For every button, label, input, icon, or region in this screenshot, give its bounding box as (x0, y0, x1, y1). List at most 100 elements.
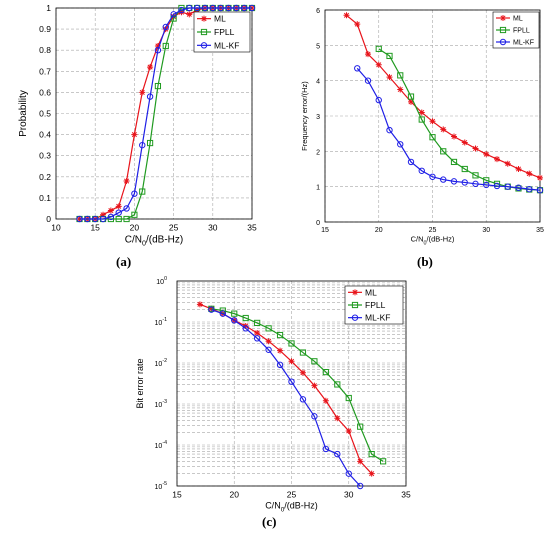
data-point-ml (107, 207, 114, 214)
x-tick-label: 15 (172, 490, 182, 500)
data-point-fpll (375, 45, 382, 52)
data-point-ml (440, 126, 447, 133)
data-point-ml-kf (322, 445, 330, 453)
data-point-ml-kf (131, 190, 138, 197)
data-point-ml-kf (345, 470, 352, 477)
data-point-fpll (288, 340, 295, 347)
series-line-ml-kf (356, 67, 541, 191)
data-point-ml (343, 12, 350, 19)
data-point-ml-kf (99, 215, 107, 223)
data-point-ml (451, 133, 457, 140)
x-axis-title: C/N0/(dB-Hz) (265, 501, 318, 514)
data-point-ml (115, 203, 122, 210)
legend-marker (201, 15, 207, 22)
legend-label: ML (214, 14, 226, 24)
data-point-ml (354, 21, 361, 28)
chart-panel-a: 10 15 20 25 30 35 0 0.1 0.2 0.3 0.4 0.5 0.6 0.7 0.8 0.9… (18, 3, 257, 248)
data-point-ml (483, 151, 490, 158)
data-point-fpll (440, 148, 447, 155)
plot-frame (324, 9, 541, 223)
data-point-ml-kf (288, 378, 295, 385)
data-point-ml-kf (407, 158, 415, 166)
data-point-ml (357, 458, 364, 465)
legend-label: FPLL (513, 27, 530, 34)
y-tick-label: 0 (46, 214, 51, 224)
legend-label: ML-KF (513, 39, 534, 46)
data-point-fpll (357, 423, 364, 430)
data-point-ml-kf (219, 310, 227, 317)
data-point-ml-kf (334, 450, 341, 458)
data-point-ml-kf (193, 4, 201, 12)
data-point-ml-kf (84, 215, 91, 223)
data-point-ml (537, 174, 543, 181)
data-point-fpll (231, 310, 238, 317)
data-point-ml-kf (92, 215, 99, 223)
data-point-ml (397, 86, 404, 93)
y-tick-label: 1 (316, 185, 320, 192)
x-tick-label: 35 (247, 223, 257, 233)
data-point-ml (375, 61, 382, 68)
data-point-ml (100, 211, 107, 218)
data-point-ml-kf (418, 167, 425, 174)
data-point-ml (504, 160, 511, 167)
data-point-fpll (407, 93, 415, 100)
data-point-fpll (276, 331, 284, 339)
legend-marker (200, 42, 208, 49)
panel-a-label: (a) (116, 254, 132, 269)
data-point-ml-kf (253, 335, 261, 342)
data-point-ml-kf (515, 184, 522, 191)
data-point-ml (254, 329, 261, 336)
data-point-ml-kf (240, 4, 248, 12)
chart-panel-b: 15 20 25 30 35 0 1 2 3 4 5 6 C/N0/(dB-Hz) Frequency e… (300, 8, 544, 247)
data-point-ml-kf (231, 317, 238, 324)
data-point-ml (472, 145, 479, 152)
data-point-fpll (450, 158, 458, 166)
y-tick-label: 0.5 (39, 109, 51, 119)
data-point-ml (154, 42, 161, 49)
data-point-ml (162, 26, 169, 33)
plot-frame (176, 280, 407, 487)
data-point-fpll (254, 319, 261, 327)
data-point-ml-kf (170, 11, 177, 18)
data-point-fpll (115, 215, 122, 223)
y-tick-label: 100 (156, 276, 167, 286)
panel-c-label: (c) (262, 514, 277, 529)
y-tick-label: 5 (316, 43, 320, 50)
data-point-fpll (368, 450, 375, 458)
y-tick-label: 0 (316, 220, 320, 227)
data-point-ml-kf (242, 325, 249, 332)
y-tick-label: 3 (316, 114, 320, 121)
data-point-ml (131, 131, 138, 138)
data-point-fpll (123, 215, 130, 223)
data-point-ml (178, 9, 185, 16)
data-point-ml-kf (526, 185, 533, 193)
data-point-ml-kf (162, 23, 169, 31)
y-tick-label: 0.3 (39, 151, 51, 161)
data-point-ml-kf (208, 306, 215, 313)
data-point-fpll (483, 177, 490, 184)
data-point-fpll (345, 394, 352, 402)
data-point-ml (299, 369, 306, 376)
data-point-ml-kf (146, 93, 154, 100)
data-point-ml (196, 301, 203, 308)
data-point-ml-kf (233, 4, 240, 12)
data-point-ml-kf (186, 4, 193, 12)
data-point-ml-kf (450, 178, 458, 185)
data-point-ml (408, 98, 414, 105)
data-point-fpll (154, 82, 162, 90)
data-point-ml-kf (461, 179, 468, 186)
data-point-ml-kf (217, 4, 224, 12)
data-point-fpll (299, 349, 307, 356)
y-tick-label: 0.7 (39, 66, 51, 76)
data-point-fpll (418, 116, 425, 123)
legend-label: FPLL (365, 300, 386, 310)
data-point-ml-kf (311, 413, 318, 420)
x-tick-label: 30 (344, 490, 354, 500)
y-tick-label: 4 (316, 79, 320, 86)
legend-marker (351, 314, 359, 321)
data-point-ml-kf (375, 96, 382, 104)
y-tick-label: 0.8 (39, 45, 51, 55)
data-point-fpll (386, 52, 393, 60)
y-tick-label: 10-4 (155, 440, 168, 450)
data-point-ml (461, 139, 468, 146)
